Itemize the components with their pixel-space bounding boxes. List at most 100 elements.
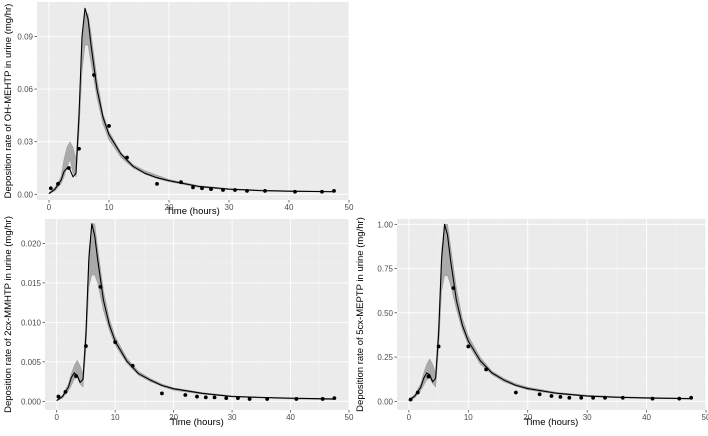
observed-data-point <box>451 286 456 290</box>
observed-data-point <box>160 391 164 396</box>
observed-data-point <box>209 187 213 192</box>
y-axis-label: Deposition rate of 5cx-MEPTP in urine (m… <box>355 217 366 412</box>
observed-data-point <box>84 344 88 348</box>
observed-data-point <box>513 390 518 395</box>
x-axis-label: Time (hours) <box>525 417 579 428</box>
observed-data-point <box>294 397 299 401</box>
observed-data-point <box>466 344 471 349</box>
observed-data-point <box>567 395 572 400</box>
observed-data-point <box>56 181 60 186</box>
x-tick-label: 20 <box>523 413 532 422</box>
y-tick-label: 0.015 <box>21 279 42 288</box>
observed-data-point <box>183 393 188 397</box>
observed-data-point <box>56 394 61 399</box>
observed-data-point <box>537 392 542 397</box>
observed-data-point <box>191 185 195 190</box>
observed-data-point <box>620 395 625 400</box>
y-tick-label: 0.09 <box>17 32 33 41</box>
observed-data-point <box>179 180 183 185</box>
observed-data-point <box>221 188 225 192</box>
x-tick-label: 10 <box>464 413 473 422</box>
model-prediction-line <box>56 223 335 401</box>
observed-data-point <box>92 73 96 77</box>
y-tick-label: 0.00 <box>377 397 393 406</box>
y-tick-label: 1.00 <box>377 220 393 229</box>
y-tick-label: 0.020 <box>21 239 42 248</box>
x-axis-label: Time (hours) <box>166 206 220 217</box>
observed-data-point <box>332 396 337 401</box>
observed-data-point <box>293 189 297 194</box>
observed-data-point <box>484 367 489 372</box>
observed-data-point <box>98 284 103 289</box>
observed-data-point <box>63 389 68 394</box>
y-tick-label: 0.005 <box>21 358 42 367</box>
observed-data-point <box>245 188 249 193</box>
observed-data-point <box>155 181 159 186</box>
observed-data-point <box>203 395 208 400</box>
chart-panel-2: 0 10 20 30 40 50 0.000 0.005 0.010 0.015 0.020 Time… <box>3 216 354 428</box>
observed-data-point <box>236 396 240 401</box>
y-tick-label: 0.50 <box>377 309 393 318</box>
plot-area <box>56 223 337 402</box>
observed-data-point <box>125 155 129 160</box>
x-tick-label: 20 <box>169 413 178 422</box>
x-tick-label: 40 <box>642 413 651 422</box>
observed-data-point <box>677 396 682 401</box>
x-tick-label: 10 <box>105 203 114 212</box>
x-tick-label: 30 <box>225 203 234 212</box>
observed-data-point <box>426 374 431 379</box>
x-tick-label: 40 <box>286 413 295 422</box>
x-axis-label: Time (hours) <box>170 417 224 428</box>
y-axis-label: Deposition rate of OH-MEHTP in urine (mg… <box>3 4 14 199</box>
observed-data-point <box>212 395 217 400</box>
observed-data-point <box>113 340 118 345</box>
observed-data-point <box>603 395 607 400</box>
y-tick-label: 0.000 <box>21 397 42 406</box>
y-tick-label: 0.06 <box>17 85 33 94</box>
y-tick-label: 0.25 <box>377 353 393 362</box>
observed-data-point <box>408 397 413 402</box>
observed-data-point <box>130 363 135 368</box>
x-tick-label: 0 <box>407 413 412 422</box>
observed-data-point <box>265 397 270 401</box>
y-tick-label: 0.00 <box>17 190 33 199</box>
observed-data-point <box>74 374 78 378</box>
observed-data-point <box>263 188 267 193</box>
observed-data-point <box>107 124 111 128</box>
x-tick-label: 50 <box>345 203 354 212</box>
chart-panel-1: 0 10 20 30 40 50 0.00 0.03 0.06 0.09 Time (hours) D… <box>3 2 354 217</box>
observed-data-point <box>66 166 71 170</box>
y-tick-label: 0.010 <box>21 318 42 327</box>
chart-panel-3: 0 10 20 30 40 50 0.00 0.25 0.50 0.75 1.00 Time (hou… <box>355 217 708 428</box>
plot-area <box>48 7 336 195</box>
observed-data-point <box>200 186 204 191</box>
observed-data-point <box>558 395 563 399</box>
observed-data-point <box>233 188 237 192</box>
y-tick-label: 0.75 <box>377 265 393 274</box>
observed-data-point <box>247 397 252 401</box>
x-tick-label: 20 <box>165 203 174 212</box>
plot-area <box>408 223 694 402</box>
observed-data-point <box>320 397 325 401</box>
y-tick-label: 0.03 <box>17 138 33 147</box>
observed-data-point <box>549 394 554 398</box>
model-prediction-line <box>408 223 692 401</box>
observed-data-point <box>195 394 199 399</box>
x-tick-label: 30 <box>228 413 237 422</box>
observed-data-point <box>332 188 336 193</box>
observed-data-point <box>320 189 324 194</box>
x-tick-label: 0 <box>54 413 59 422</box>
observed-data-point <box>650 396 655 401</box>
x-tick-label: 50 <box>702 413 708 422</box>
x-tick-label: 40 <box>285 203 294 212</box>
observed-data-point <box>48 186 53 191</box>
observed-data-point <box>591 395 595 400</box>
x-tick-label: 10 <box>111 413 120 422</box>
observed-data-point <box>436 344 441 349</box>
y-axis-label: Deposition rate of 2cx-MMHTP in urine (m… <box>3 216 14 413</box>
x-tick-label: 30 <box>583 413 592 422</box>
x-tick-label: 50 <box>345 413 354 422</box>
observed-data-point <box>415 390 420 395</box>
observed-data-point <box>579 395 584 400</box>
